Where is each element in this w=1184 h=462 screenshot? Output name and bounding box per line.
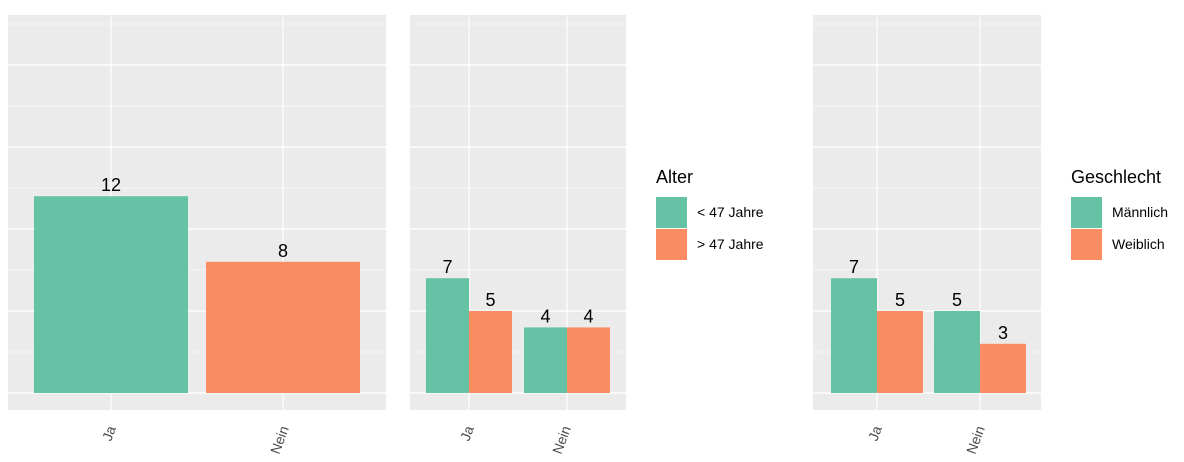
- panel-total: 12 8 Ja Nein: [8, 15, 386, 456]
- legend-label: < 47 Jahre: [697, 204, 764, 220]
- data-label: 8: [278, 241, 288, 261]
- x-tick-label-ja: Ja: [865, 423, 885, 443]
- bar-nein-series-1: [980, 343, 1026, 393]
- data-label: 5: [952, 290, 962, 310]
- legend-swatch-green: [1071, 197, 1102, 228]
- x-tick-label-nein: Nein: [267, 424, 292, 457]
- legend-swatch-green: [656, 197, 687, 228]
- bar-ja: [34, 196, 188, 393]
- data-label: 12: [101, 175, 121, 195]
- legend-label: Männlich: [1112, 204, 1168, 220]
- data-label: 4: [540, 306, 550, 326]
- data-label: 7: [849, 257, 859, 277]
- panel-alter: 7 5 4 4 Ja Nein: [410, 15, 626, 456]
- legend-title: Geschlecht: [1071, 167, 1161, 187]
- x-tick-label-ja: Ja: [99, 423, 119, 443]
- bar-nein-series-0: [934, 311, 980, 393]
- bar-nein: [206, 261, 360, 393]
- legend-swatch-orange: [1071, 229, 1102, 260]
- legend-alter: Alter < 47 Jahre > 47 Jahre: [656, 167, 764, 260]
- data-label: 7: [442, 257, 452, 277]
- legend-title: Alter: [656, 167, 693, 187]
- data-label: 5: [895, 290, 905, 310]
- bar-ja-series-1: [469, 311, 512, 393]
- x-tick-label-nein: Nein: [549, 424, 574, 457]
- legend-swatch-orange: [656, 229, 687, 260]
- bar-ja-series-1: [877, 311, 923, 393]
- data-label: 4: [583, 306, 593, 326]
- bar-nein-series-1: [567, 327, 610, 393]
- bar-ja-series-0: [831, 278, 877, 393]
- data-label: 5: [485, 290, 495, 310]
- x-tick-label-ja: Ja: [457, 423, 477, 443]
- legend-label: Weiblich: [1112, 236, 1165, 252]
- bar-nein-series-0: [524, 327, 567, 393]
- legend-label: > 47 Jahre: [697, 236, 764, 252]
- x-tick-label-nein: Nein: [963, 424, 988, 457]
- panel-geschlecht: 7 5 5 3 Ja Nein: [813, 15, 1041, 456]
- data-label: 3: [998, 323, 1008, 343]
- bar-ja-series-0: [426, 278, 469, 393]
- legend-geschlecht: Geschlecht Männlich Weiblich: [1071, 167, 1168, 260]
